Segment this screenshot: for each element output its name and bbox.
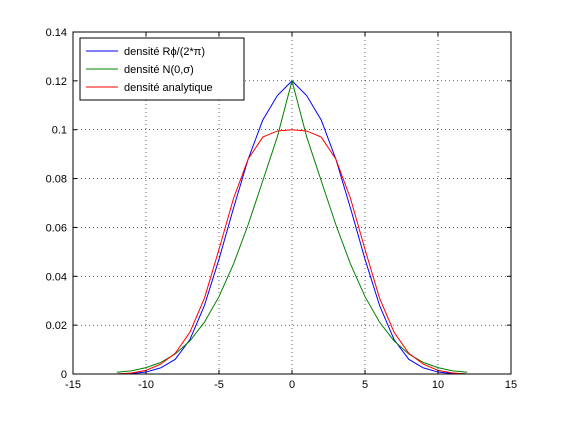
series-line-2: [116, 78, 468, 373]
x-tick-label: -15: [65, 379, 81, 391]
legend: densité Rϕ/(2*π) densité N(0,σ) densité an…: [79, 37, 245, 101]
legend-label-1: densité Rϕ/(2*π): [124, 46, 205, 58]
x-tick-label: 0: [289, 379, 295, 391]
x-tick-label: 10: [432, 379, 444, 391]
y-tick-label: 0: [61, 369, 67, 381]
x-tick-label: -5: [214, 379, 224, 391]
y-tick-label: 0.02: [46, 320, 67, 332]
series-line-3: [116, 129, 468, 375]
x-tick-label: 15: [505, 379, 517, 391]
y-tick-label: 0.08: [46, 174, 67, 186]
legend-label-2: densité N(0,σ): [124, 64, 194, 76]
y-tick-label: 0.12: [46, 76, 67, 88]
x-tick-label: -10: [138, 379, 154, 391]
y-tick-label: 0.1: [52, 125, 67, 137]
y-tick-label: 0.14: [46, 27, 67, 39]
legend-label-3: densité analytique: [124, 82, 213, 94]
ticks: -15 -10 -5 0 5 10 15 0 0.02 0.04 0.06 0.08 0.1 0.12 0.…: [46, 27, 518, 391]
y-tick-label: 0.06: [46, 222, 67, 234]
x-tick-label: 5: [362, 379, 368, 391]
y-tick-label: 0.04: [46, 271, 67, 283]
series-layer: [116, 78, 468, 375]
